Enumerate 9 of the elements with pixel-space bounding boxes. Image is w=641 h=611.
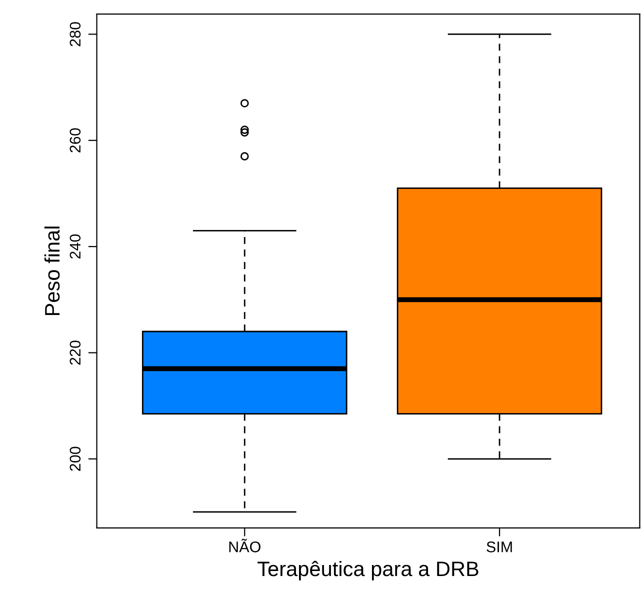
y-tick-label: 220 xyxy=(70,340,81,365)
y-tick-label: 200 xyxy=(70,446,81,471)
y-axis-title: Peso final xyxy=(44,226,60,316)
x-tick-label: SIM xyxy=(486,542,512,552)
y-tick-label: 260 xyxy=(70,128,81,152)
x-axis-title: Terapêutica para a DRB xyxy=(258,560,478,580)
y-tick-label: 240 xyxy=(70,234,81,259)
x-tick-label: NÃO xyxy=(229,538,260,552)
y-tick-label: 280 xyxy=(70,22,81,46)
